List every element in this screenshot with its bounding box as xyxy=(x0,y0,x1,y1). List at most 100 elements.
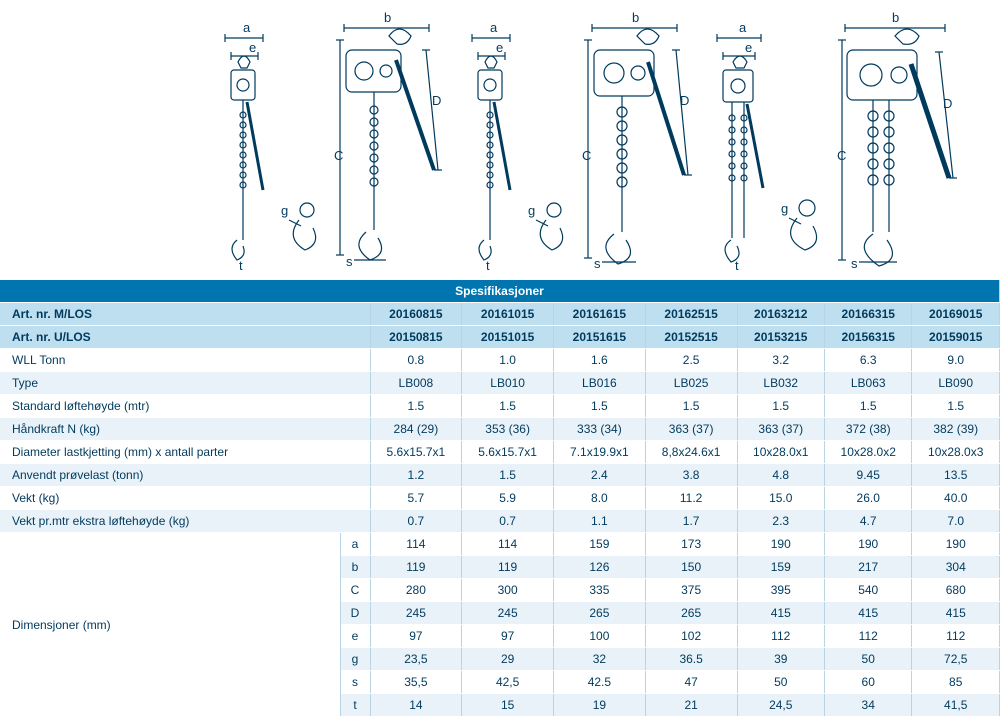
dim-cell: 97 xyxy=(462,625,554,648)
dim-cell: 23,5 xyxy=(370,648,462,671)
spec-cell: 1.5 xyxy=(912,395,1000,418)
spec-cell: 1.5 xyxy=(554,395,646,418)
spec-row-label: Anvendt prøvelast (tonn) xyxy=(0,464,370,487)
dim-cell: 114 xyxy=(462,533,554,556)
svg-text:D: D xyxy=(432,93,441,108)
diagram-area: a e t g b D C s a e xyxy=(0,0,1000,280)
svg-text:a: a xyxy=(739,20,747,35)
dim-cell: 190 xyxy=(824,533,911,556)
dim-cell: 415 xyxy=(824,602,911,625)
dim-cell: 34 xyxy=(824,694,911,717)
spec-cell: 5.6x15.7x1 xyxy=(370,441,462,464)
dim-key: s xyxy=(340,671,370,694)
svg-text:e: e xyxy=(249,40,256,55)
svg-text:a: a xyxy=(490,20,498,35)
ulos-1: 20151015 xyxy=(462,326,554,349)
spec-cell: 1.5 xyxy=(462,395,554,418)
spec-row-label: WLL Tonn xyxy=(0,349,370,372)
spec-row: Vekt pr.mtr ekstra løftehøyde (kg)0.70.7… xyxy=(0,510,1000,533)
spec-header: Spesifikasjoner xyxy=(0,280,1000,303)
dim-cell: 42,5 xyxy=(462,671,554,694)
svg-text:t: t xyxy=(239,258,243,270)
dim-cell: 112 xyxy=(737,625,824,648)
spec-cell: 333 (34) xyxy=(554,418,646,441)
spec-cell: LB025 xyxy=(645,372,737,395)
dim-cell: 36.5 xyxy=(645,648,737,671)
hoist-side-2: b D C s xyxy=(582,10,692,270)
svg-text:t: t xyxy=(486,258,490,270)
mlos-3: 20162515 xyxy=(645,303,737,326)
svg-text:b: b xyxy=(384,10,391,25)
svg-text:g: g xyxy=(781,201,788,216)
spec-cell: 1.5 xyxy=(645,395,737,418)
svg-text:t: t xyxy=(735,258,739,270)
spec-cell: LB010 xyxy=(462,372,554,395)
spec-cell: LB063 xyxy=(824,372,911,395)
dim-cell: 415 xyxy=(737,602,824,625)
dim-cell: 680 xyxy=(912,579,1000,602)
dim-cell: 102 xyxy=(645,625,737,648)
dim-cell: 159 xyxy=(737,556,824,579)
spec-row: Håndkraft N (kg)284 (29)353 (36)333 (34)… xyxy=(0,418,1000,441)
dim-cell: 100 xyxy=(554,625,646,648)
spec-cell: 363 (37) xyxy=(645,418,737,441)
dim-key: D xyxy=(340,602,370,625)
hoist-side-1: b D C s xyxy=(334,10,444,270)
svg-text:b: b xyxy=(892,10,899,25)
ulos-5: 20156315 xyxy=(824,326,911,349)
spec-cell: 363 (37) xyxy=(737,418,824,441)
svg-text:b: b xyxy=(632,10,639,25)
ulos-3: 20152515 xyxy=(645,326,737,349)
spec-cell: 40.0 xyxy=(912,487,1000,510)
spec-cell: 5.7 xyxy=(370,487,462,510)
spec-cell: 10x28.0x2 xyxy=(824,441,911,464)
dim-cell: 50 xyxy=(824,648,911,671)
dim-cell: 35,5 xyxy=(370,671,462,694)
dim-cell: 85 xyxy=(912,671,1000,694)
spec-cell: 1.5 xyxy=(824,395,911,418)
spec-cell: 0.7 xyxy=(462,510,554,533)
spec-cell: 353 (36) xyxy=(462,418,554,441)
dim-cell: 304 xyxy=(912,556,1000,579)
dim-cell: 245 xyxy=(462,602,554,625)
dim-cell: 395 xyxy=(737,579,824,602)
svg-text:s: s xyxy=(346,254,353,269)
row-mlos: Art. nr. M/LOS 20160815 20161015 2016161… xyxy=(0,303,1000,326)
spec-cell: 6.3 xyxy=(824,349,911,372)
spec-cell: LB008 xyxy=(370,372,462,395)
dim-cell: 32 xyxy=(554,648,646,671)
label-mlos: Art. nr. M/LOS xyxy=(0,303,370,326)
dim-cell: 265 xyxy=(645,602,737,625)
spec-cell: 2.4 xyxy=(554,464,646,487)
spec-cell: 7.1x19.9x1 xyxy=(554,441,646,464)
spec-cell: 10x28.0x1 xyxy=(737,441,824,464)
spec-row-label: Diameter lastkjetting (mm) x antall part… xyxy=(0,441,370,464)
spec-row-label: Vekt (kg) xyxy=(0,487,370,510)
dim-cell: 119 xyxy=(462,556,554,579)
dim-group-label: Dimensjoner (mm) xyxy=(0,533,340,717)
hook-detail-1: g xyxy=(279,180,329,270)
dim-cell: 126 xyxy=(554,556,646,579)
spec-cell: 284 (29) xyxy=(370,418,462,441)
spec-cell: 1.1 xyxy=(554,510,646,533)
spec-row: Standard løftehøyde (mtr)1.51.51.51.51.5… xyxy=(0,395,1000,418)
dim-cell: 21 xyxy=(645,694,737,717)
spec-cell: 10x28.0x3 xyxy=(912,441,1000,464)
dim-cell: 190 xyxy=(737,533,824,556)
dim-cell: 24,5 xyxy=(737,694,824,717)
spec-row: Anvendt prøvelast (tonn)1.21.52.43.84.89… xyxy=(0,464,1000,487)
dim-cell: 300 xyxy=(462,579,554,602)
dim-cell: 190 xyxy=(912,533,1000,556)
spec-cell: LB090 xyxy=(912,372,1000,395)
svg-text:g: g xyxy=(281,203,288,218)
spec-row: WLL Tonn0.81.01.62.53.26.39.0 xyxy=(0,349,1000,372)
spec-cell: 1.6 xyxy=(554,349,646,372)
hook-detail-3: g xyxy=(779,178,831,270)
dim-cell: 29 xyxy=(462,648,554,671)
dim-cell: 15 xyxy=(462,694,554,717)
spec-cell: 15.0 xyxy=(737,487,824,510)
mlos-1: 20161015 xyxy=(462,303,554,326)
svg-text:e: e xyxy=(496,40,503,55)
spec-cell: 1.0 xyxy=(462,349,554,372)
spec-row-label: Standard løftehøyde (mtr) xyxy=(0,395,370,418)
